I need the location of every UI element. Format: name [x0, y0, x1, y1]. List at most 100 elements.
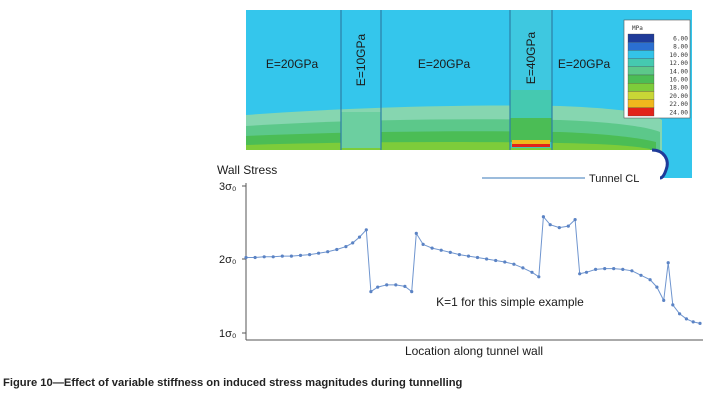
zone-40gpa-hot-band — [512, 140, 550, 144]
data-point — [548, 223, 552, 227]
data-point — [457, 253, 461, 257]
data-point — [521, 266, 525, 270]
data-point — [594, 267, 598, 271]
data-point — [530, 270, 534, 274]
x-axis-title: Location along tunnel wall — [405, 344, 543, 358]
legend-level-label: 24.00 — [669, 109, 688, 116]
data-point — [385, 283, 389, 287]
data-point — [439, 248, 443, 252]
legend-level-label: 22.00 — [669, 101, 688, 108]
data-point — [630, 269, 634, 273]
data-point — [351, 241, 355, 245]
zone-label-4: E=40GPa — [524, 31, 538, 84]
tunnel-centreline-label: Tunnel CL — [589, 173, 639, 185]
data-point — [357, 235, 362, 239]
zone-label-3: E=20GPa — [418, 57, 471, 71]
zone-40gpa-band-2 — [510, 118, 552, 142]
data-point — [485, 257, 489, 261]
data-point — [317, 251, 321, 255]
legend-swatch — [627, 33, 655, 43]
data-point — [541, 215, 546, 219]
legend-level-label: 10.00 — [669, 52, 688, 59]
legend-level-label: 6.00 — [673, 36, 688, 43]
legend-level-label: 18.00 — [669, 85, 688, 92]
legend-level-label: 20.00 — [669, 93, 688, 100]
data-point — [573, 218, 577, 222]
zone-40gpa-hot-band-2 — [512, 144, 550, 147]
data-point — [678, 312, 682, 316]
data-point — [289, 254, 293, 258]
y-axis-title: Wall Stress — [217, 163, 277, 177]
data-point — [621, 267, 625, 271]
data-point — [430, 246, 434, 250]
legend-level-label: 8.00 — [673, 44, 688, 51]
legend-level-label: 12.00 — [669, 60, 688, 67]
data-point — [557, 226, 561, 230]
data-point — [253, 255, 257, 260]
data-point — [414, 231, 418, 235]
data-point — [364, 228, 368, 232]
data-point — [369, 290, 373, 294]
data-point — [584, 270, 589, 274]
data-point — [512, 262, 516, 266]
data-point — [394, 283, 398, 287]
data-point — [671, 303, 675, 307]
data-point — [655, 285, 659, 289]
data-point — [271, 255, 275, 259]
data-point — [262, 255, 266, 259]
data-point — [666, 261, 670, 265]
y-tick-label: 3σ₀ — [219, 181, 236, 193]
tunnel-edge-stress — [651, 148, 669, 180]
data-point — [344, 245, 348, 249]
y-tick-label: 2σ₀ — [219, 254, 236, 266]
legend-swatch — [627, 66, 655, 76]
data-point — [376, 285, 380, 289]
data-point — [566, 224, 570, 228]
legend-unit: MPa — [632, 25, 643, 32]
data-point — [448, 250, 452, 254]
data-point — [410, 290, 414, 294]
series-points — [244, 215, 702, 325]
legend-level-label: 14.00 — [669, 68, 688, 75]
legend-swatch — [627, 91, 655, 100]
legend-swatch — [627, 107, 655, 117]
zone-label-2: E=10GPa — [354, 33, 368, 86]
zone-10gpa-band — [341, 112, 381, 148]
data-point — [662, 298, 666, 302]
data-point — [684, 317, 689, 321]
data-point — [698, 321, 702, 325]
data-point — [691, 320, 695, 324]
data-point — [639, 273, 643, 277]
legend-swatch — [627, 50, 655, 59]
data-point — [421, 242, 425, 246]
zone-40gpa-fill — [510, 10, 552, 90]
zone-label-1: E=20GPa — [266, 57, 319, 71]
figure-caption: Figure 10—Effect of variable stiffness o… — [3, 377, 463, 389]
y-ticks: 3σ₀ 2σ₀ 1σ₀ — [219, 181, 246, 340]
legend-swatch — [627, 42, 655, 51]
data-point — [308, 253, 312, 257]
data-point — [244, 255, 248, 260]
wall-stress-chart: Wall Stress 3σ₀ 2σ₀ 1σ₀ K=1 for this simpl… — [217, 163, 703, 358]
legend-swatch — [627, 74, 655, 84]
data-point — [503, 260, 507, 264]
data-point — [475, 255, 480, 260]
data-point — [280, 254, 284, 258]
data-point — [648, 278, 652, 282]
data-point — [403, 284, 407, 288]
data-point — [578, 272, 582, 276]
legend-swatch — [627, 99, 655, 108]
legend-level-label: 16.00 — [669, 77, 688, 84]
zone-label-5: E=20GPa — [558, 57, 611, 71]
legend-swatch — [627, 83, 655, 92]
data-point — [494, 258, 498, 263]
series-line — [246, 215, 701, 324]
data-point — [335, 247, 339, 252]
stress-contour-plot: E=20GPa E=10GPa E=20GPa E=40GPa E=20GPa … — [246, 10, 692, 180]
legend-swatch — [627, 58, 655, 67]
data-point — [612, 267, 616, 271]
data-point — [603, 267, 607, 271]
tunnel-void — [246, 150, 667, 178]
data-point — [326, 250, 330, 254]
